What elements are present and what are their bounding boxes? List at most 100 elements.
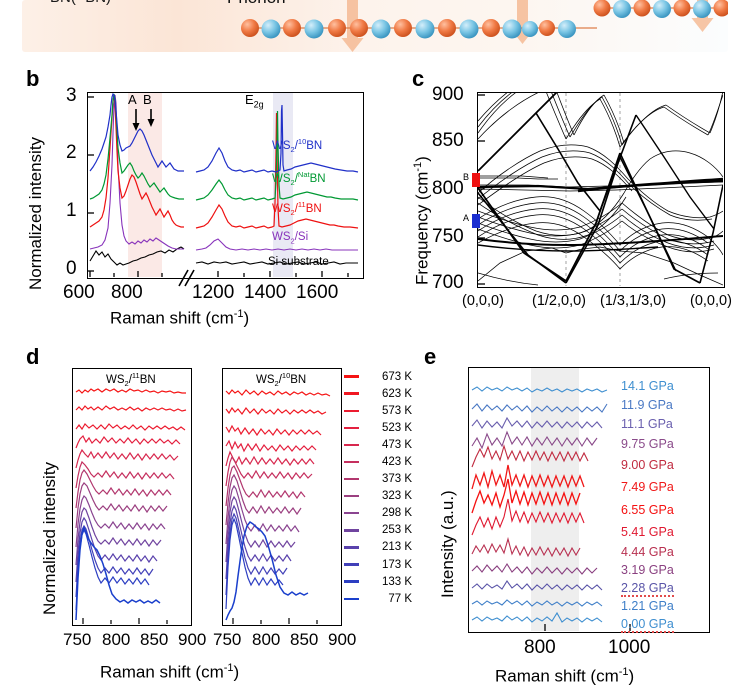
pressure-label-14-1: 14.1 GPa bbox=[621, 379, 674, 393]
panel-b-yticks bbox=[88, 96, 94, 272]
isotope-pre: BN( bbox=[50, 0, 76, 6]
panel-b-xtick-600: 600 bbox=[63, 282, 95, 303]
panel-d-left-title: WS2/11BN bbox=[106, 371, 156, 389]
panel-e-xlabel: Raman shift (cm-1) bbox=[495, 666, 635, 686]
panel-b-ytick-3: 3 bbox=[66, 85, 77, 106]
series-label-si-substrate: Si substrate bbox=[268, 256, 329, 268]
series-ws2-natbn bbox=[89, 93, 359, 201]
atom-chain-left bbox=[241, 19, 597, 39]
legend-row: 373 K bbox=[344, 471, 436, 488]
annotation-E2g: E2g bbox=[245, 92, 264, 110]
shade-ab bbox=[128, 93, 162, 277]
panel-e-xtick-800: 800 bbox=[524, 637, 556, 658]
panel-c-ytick-800: 800 bbox=[432, 178, 464, 199]
legend-label: 373 K bbox=[381, 473, 412, 486]
panel-c-ytick-900: 900 bbox=[432, 84, 464, 105]
series-si-substrate bbox=[89, 246, 358, 266]
series-ws2-11bn bbox=[89, 94, 359, 229]
pressure-label-6-55: 6.55 GPa bbox=[621, 503, 674, 517]
panel-e-traces bbox=[471, 386, 608, 623]
series-ws2-si bbox=[89, 94, 358, 251]
legend-swatch bbox=[344, 495, 359, 498]
panel-d-left-xticks bbox=[82, 618, 168, 624]
panel-d-right-svg bbox=[225, 389, 331, 624]
panel-d-left-xtick-850: 850 bbox=[140, 630, 169, 649]
legend-label: 423 K bbox=[381, 456, 412, 469]
panel-d-right-plot bbox=[222, 368, 342, 626]
panel-b-xtick-1400: 1400 bbox=[244, 282, 287, 303]
pressure-label-0-00: 0.00 GPa bbox=[621, 617, 674, 633]
panel-b-axis-break bbox=[178, 269, 195, 287]
panel-c-svg bbox=[478, 93, 723, 286]
legend-row: 623 K bbox=[344, 385, 436, 402]
panel-c-marker-B bbox=[472, 173, 480, 187]
legend-row: 253 K bbox=[344, 522, 436, 539]
panel-d-left-svg bbox=[75, 388, 187, 624]
legend-label: 213 K bbox=[381, 541, 412, 554]
panel-letter-d: d bbox=[26, 344, 40, 369]
isotope-post: BN) bbox=[85, 0, 111, 6]
legend-swatch bbox=[344, 375, 359, 378]
pressure-label-2-28: 2.28 GPa bbox=[621, 581, 674, 597]
panel-c-ylabel: Frequency (cm-1) bbox=[412, 156, 432, 285]
panel-b-xlabel: Raman shift (cm-1) bbox=[110, 308, 250, 328]
phonon-label: Phonon bbox=[227, 0, 286, 8]
legend-label: 173 K bbox=[381, 558, 412, 571]
panel-d-right-xtick-850: 850 bbox=[290, 630, 319, 649]
legend-label: 298 K bbox=[381, 507, 412, 520]
e2g-sub: 2g bbox=[253, 99, 264, 110]
panel-b-ylabel: Normalized intensity bbox=[26, 136, 45, 290]
panel-d-left-traces bbox=[75, 388, 187, 621]
panel-c-ytick-700: 700 bbox=[432, 272, 464, 293]
panel-b-ytick-0: 0 bbox=[66, 258, 77, 279]
panel-d-right-xtick-750: 750 bbox=[213, 630, 242, 649]
panel-d-right-xticks bbox=[232, 618, 318, 624]
legend-row: 323 K bbox=[344, 488, 436, 505]
legend-swatch bbox=[344, 477, 359, 481]
legend-row: 173 K bbox=[344, 556, 436, 573]
panel-e-svg bbox=[471, 368, 631, 631]
panel-letter-e: e bbox=[424, 344, 437, 369]
legend-row: 77 K bbox=[344, 590, 436, 607]
panel-d-right-title: WS2/10BN bbox=[256, 371, 307, 389]
legend-swatch bbox=[344, 563, 359, 566]
series-label-ws2-si: WS2/Si bbox=[272, 231, 309, 246]
pressure-label-9-75: 9.75 GPa bbox=[621, 437, 674, 451]
legend-label: 133 K bbox=[381, 575, 412, 588]
panel-c-ytick-850: 850 bbox=[432, 130, 464, 151]
panel-b-xticks bbox=[89, 271, 349, 277]
panel-c-ytick-750: 750 bbox=[432, 226, 464, 247]
legend-label: 77 K bbox=[388, 592, 412, 605]
legend-swatch bbox=[344, 546, 359, 549]
panel-e-ylabel: Intensity (a.u.) bbox=[438, 490, 457, 598]
legend-row: 213 K bbox=[344, 539, 436, 556]
legend-label: 573 K bbox=[381, 404, 412, 417]
pressure-label-7-49: 7.49 GPa bbox=[621, 480, 674, 494]
pressure-label-1-21: 1.21 GPa bbox=[621, 599, 674, 613]
annotation-arrows bbox=[132, 109, 155, 131]
pressure-label-11-9: 11.9 GPa bbox=[621, 398, 673, 412]
panel-e-xtick-1000: 1000 bbox=[608, 637, 651, 658]
pressure-label-9-00: 9.00 GPa bbox=[621, 458, 674, 472]
legend-label: 673 K bbox=[381, 370, 412, 383]
banner-graphics bbox=[241, 0, 728, 52]
panel-letter-b: b bbox=[26, 66, 40, 91]
legend-swatch bbox=[344, 529, 359, 532]
panel-d-right-xtick-900: 900 bbox=[328, 630, 357, 649]
atom-chain-right bbox=[593, 0, 728, 18]
series-label-ws2-natbn: WS2/NatBN bbox=[272, 170, 326, 188]
panel-b-ytick-2: 2 bbox=[66, 142, 77, 163]
e2g-main: E bbox=[245, 92, 254, 107]
legend-row: 298 K bbox=[344, 505, 436, 522]
legend-label: 623 K bbox=[381, 387, 412, 400]
panel-c-xtick-gamma1: (0,0,0) bbox=[462, 293, 504, 309]
legend-row: 473 K bbox=[344, 436, 436, 453]
schematic-banner: 10BN(11BN) Phonon bbox=[22, 0, 728, 52]
panel-c-plot bbox=[477, 92, 725, 288]
legend-label: 323 K bbox=[381, 490, 412, 503]
legend-row: 133 K bbox=[344, 573, 436, 590]
panel-d-left-xtick-800: 800 bbox=[102, 630, 131, 649]
series-label-ws2-10bn: WS2/10BN bbox=[272, 137, 323, 155]
panel-c-xtick-k: (1/3,1/3,0) bbox=[600, 293, 667, 309]
pressure-label-4-44: 4.44 GPa bbox=[621, 545, 674, 559]
